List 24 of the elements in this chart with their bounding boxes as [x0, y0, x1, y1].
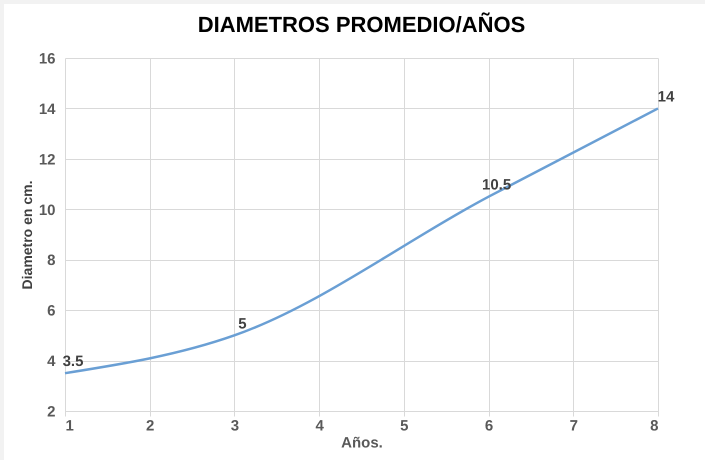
data-label: 14	[658, 88, 675, 106]
x-tick-label: 5	[400, 418, 409, 434]
y-tick-label: 16	[38, 50, 56, 68]
y-tick-label: 14	[38, 100, 56, 118]
x-tick-label: 3	[230, 418, 240, 434]
data-label: 5	[238, 315, 247, 332]
data-label: 10.5	[482, 176, 512, 194]
y-tick-label: 12	[38, 151, 56, 168]
x-tick-label: 4	[315, 418, 324, 434]
x-tick-label: 1	[66, 418, 74, 434]
x-tick-label: 6	[484, 418, 494, 434]
y-tick-label: 10	[38, 202, 56, 219]
line-series	[64, 107, 660, 374]
x-axis-title: Años.	[341, 434, 383, 452]
data-label: 3.5	[62, 353, 84, 370]
x-tick-label: 2	[146, 418, 154, 434]
y-tick-label: 6	[47, 302, 56, 320]
y-tick-label: 8	[47, 252, 56, 270]
y-axis-title: Diametro en cm.	[18, 180, 35, 290]
y-tick-label: 2	[47, 404, 56, 420]
chart-title: DIAMETROS PROMEDIO/AÑOS	[198, 12, 526, 37]
x-tick-label: 8	[650, 418, 658, 434]
x-tick-label: 7	[570, 418, 578, 434]
y-tick-label: 4	[47, 353, 56, 370]
